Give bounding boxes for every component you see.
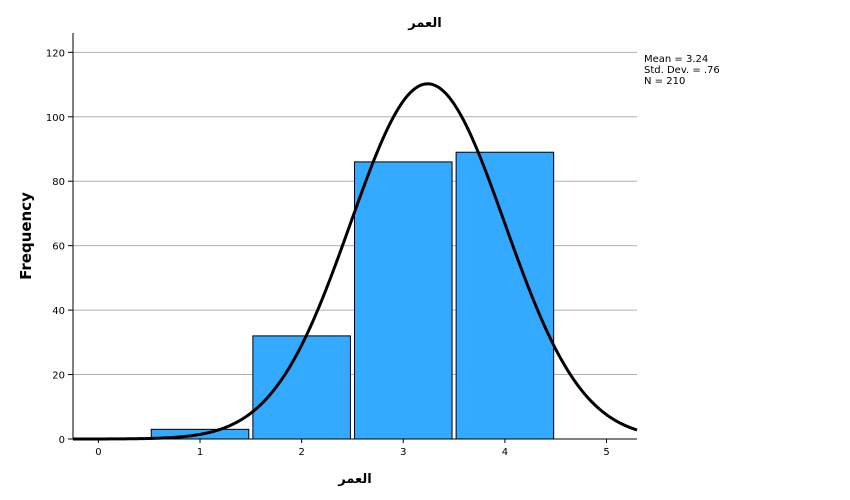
y-tick-label-60: 60 (52, 242, 65, 253)
y-tick-label-100: 100 (46, 113, 65, 124)
x-tick-label-5: 5 (603, 447, 609, 458)
y-tick-label-0: 0 (59, 435, 65, 446)
y-tick-labels: 0 20 40 60 80 100 120 (46, 48, 73, 446)
y-tick-label-80: 80 (52, 177, 65, 188)
bar-2 (252, 335, 351, 440)
x-tick-labels: 0 1 2 3 4 5 (95, 439, 610, 458)
y-tick-label-120: 120 (46, 48, 65, 59)
x-tick-label-4: 4 (502, 447, 508, 458)
normal-curve (73, 82, 638, 441)
bars (150, 151, 555, 440)
y-axis-label: Frequency (17, 192, 35, 280)
axes (72, 33, 637, 440)
y-tick-label-40: 40 (52, 306, 65, 317)
x-tick-label-1: 1 (197, 447, 203, 458)
x-tick-label-3: 3 (400, 447, 406, 458)
bar-4 (455, 151, 555, 440)
x-axis-label: العمر (337, 472, 371, 487)
x-tick-label-0: 0 (95, 447, 101, 458)
normal-curve-line (73, 82, 638, 441)
statistics-box: Mean = 3.24 Std. Dev. = .76 N = 210 (644, 54, 720, 87)
x-tick-label-2: 2 (298, 447, 304, 458)
std-dev-label: Std. Dev. = .76 (644, 65, 720, 76)
n-label: N = 210 (644, 76, 686, 87)
mean-label: Mean = 3.24 (644, 54, 709, 65)
bar-3 (353, 161, 453, 440)
chart-title: العمر (407, 16, 441, 31)
y-tick-label-20: 20 (52, 371, 65, 382)
